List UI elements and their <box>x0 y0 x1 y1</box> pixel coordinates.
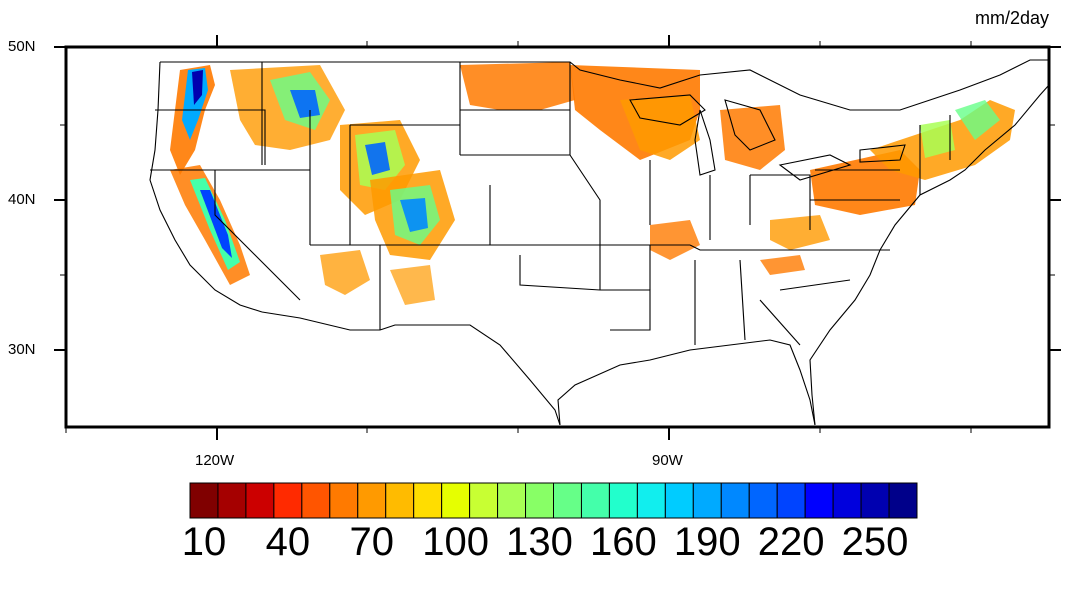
colorbar-tick-label: 220 <box>757 520 825 564</box>
axis-minor-ticks <box>60 41 1055 433</box>
colorbar-swatch <box>189 482 219 519</box>
lat-label-50n: 50N <box>8 38 36 55</box>
colorbar-swatch <box>580 482 610 519</box>
colorbar-swatch <box>832 482 862 519</box>
colorbar-swatch <box>469 482 499 519</box>
colorbar-tick-label: 10 <box>181 520 227 564</box>
unit-label: mm/2day <box>974 8 1049 28</box>
colorbar-tick-label: 100 <box>422 520 489 564</box>
colorbar-swatch <box>217 482 247 519</box>
colorbar-swatch <box>525 482 554 519</box>
coastline-and-borders <box>149 59 1050 426</box>
colorbar-swatch <box>720 482 750 519</box>
colorbar-swatch <box>553 482 582 519</box>
colorbar-swatch <box>664 482 694 519</box>
colorbar-swatch <box>748 482 778 519</box>
lon-label-120w: 120W <box>195 452 235 469</box>
colorbar-swatch <box>888 482 918 519</box>
colorbar-tick-label: 130 <box>506 520 573 564</box>
colorbar-swatch <box>692 482 722 519</box>
colorbar-swatch <box>329 482 359 519</box>
colorbar-tick-label: 250 <box>841 520 909 564</box>
lat-label-40n: 40N <box>8 191 36 208</box>
colorbar-swatch <box>776 482 806 519</box>
lon-label-90w: 90W <box>652 452 683 469</box>
colorbar-swatch <box>413 482 443 519</box>
colorbar-swatch <box>441 482 471 519</box>
colorbar-swatch <box>357 482 387 519</box>
lat-label-30n: 30N <box>8 341 36 358</box>
colorbar-swatch <box>301 482 331 519</box>
colorbar-swatch <box>804 482 834 519</box>
axis-ticks <box>54 35 1061 440</box>
precip-field <box>170 62 1015 305</box>
colorbar-swatch <box>636 482 666 519</box>
colorbar-swatch <box>608 482 638 519</box>
colorbar-tick-label: 160 <box>590 520 657 564</box>
colorbar <box>189 482 918 519</box>
colorbar-tick-label: 190 <box>673 520 741 564</box>
colorbar-tick-label: 40 <box>265 520 311 564</box>
colorbar-swatch <box>385 482 415 519</box>
colorbar-swatch <box>245 482 275 519</box>
colorbar-tick-label: 70 <box>349 520 395 564</box>
colorbar-swatch <box>497 482 527 519</box>
colorbar-swatch <box>273 482 303 519</box>
colorbar-swatch <box>860 482 890 519</box>
